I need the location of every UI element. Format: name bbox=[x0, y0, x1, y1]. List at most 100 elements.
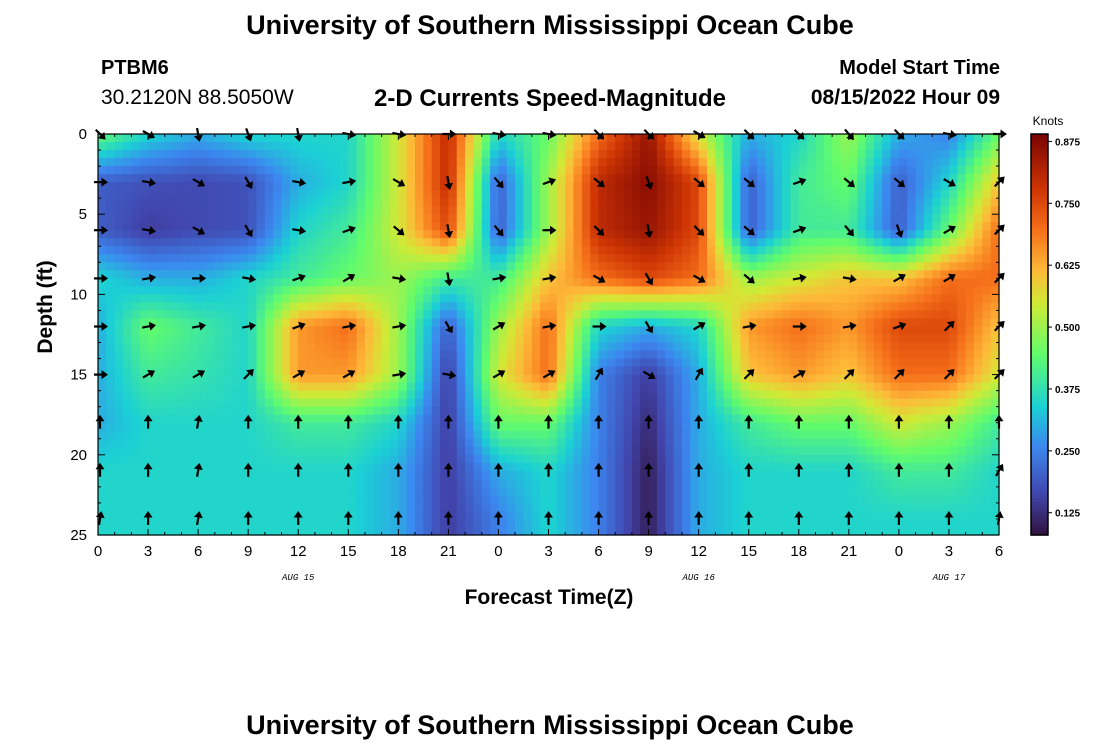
heatmap-cell bbox=[698, 454, 708, 464]
heatmap-cell bbox=[415, 302, 424, 312]
heatmap-cell bbox=[656, 478, 666, 488]
heatmap-cell bbox=[206, 134, 216, 143]
heatmap-cell bbox=[348, 390, 358, 400]
heatmap-cell bbox=[707, 430, 716, 440]
heatmap-cell bbox=[848, 302, 858, 312]
heatmap-cell bbox=[590, 342, 600, 352]
heatmap-cell bbox=[707, 222, 716, 231]
heatmap-cell bbox=[790, 158, 800, 167]
heatmap-cell bbox=[181, 502, 191, 512]
heatmap-cell bbox=[932, 270, 942, 279]
heatmap-cell bbox=[214, 334, 224, 344]
heatmap-cell bbox=[456, 430, 466, 440]
heatmap-cell bbox=[707, 238, 716, 247]
heatmap-cell bbox=[723, 446, 733, 456]
heatmap-cell bbox=[456, 166, 466, 175]
heatmap-cell bbox=[231, 398, 241, 408]
heatmap-cell bbox=[923, 150, 933, 159]
heatmap-cell bbox=[181, 406, 191, 416]
heatmap-cell bbox=[606, 262, 616, 271]
heatmap-cell bbox=[114, 358, 124, 368]
heatmap-cell bbox=[815, 174, 825, 183]
heatmap-cell bbox=[506, 382, 516, 392]
heatmap-cell bbox=[940, 286, 950, 295]
heatmap-cell bbox=[765, 358, 775, 368]
heatmap-cell bbox=[314, 286, 324, 295]
heatmap-cell bbox=[306, 206, 316, 215]
heatmap-cell bbox=[281, 374, 291, 384]
heatmap-cell bbox=[306, 286, 316, 295]
heatmap-cell bbox=[423, 158, 433, 167]
heatmap-cell bbox=[898, 462, 908, 472]
heatmap-cell bbox=[181, 326, 191, 336]
heatmap-cell bbox=[364, 342, 374, 352]
heatmap-cell bbox=[581, 158, 591, 167]
heatmap-cell bbox=[540, 310, 550, 320]
heatmap-cell bbox=[715, 278, 725, 287]
heatmap-cell bbox=[531, 406, 541, 416]
heatmap-cell bbox=[765, 478, 775, 488]
heatmap-cell bbox=[548, 142, 558, 151]
heatmap-cell bbox=[556, 206, 566, 215]
heatmap-cell bbox=[581, 318, 591, 328]
heatmap-cell bbox=[598, 470, 608, 480]
heatmap-cell bbox=[448, 166, 458, 175]
heatmap-cell bbox=[364, 446, 374, 456]
heatmap-cell bbox=[339, 134, 349, 143]
heatmap-cell bbox=[940, 198, 950, 207]
heatmap-cell bbox=[440, 230, 449, 239]
heatmap-cell bbox=[239, 366, 249, 376]
heatmap-cell bbox=[832, 190, 842, 199]
heatmap-cell bbox=[915, 438, 925, 448]
heatmap-cell bbox=[782, 294, 792, 304]
heatmap-cell bbox=[882, 406, 892, 416]
heatmap-cell bbox=[890, 486, 900, 496]
heatmap-cell bbox=[907, 446, 917, 456]
heatmap-cell bbox=[164, 462, 174, 472]
heatmap-cell bbox=[131, 318, 141, 328]
heatmap-cell bbox=[732, 142, 741, 151]
heatmap-cell bbox=[715, 438, 725, 448]
heatmap-cell bbox=[623, 374, 633, 384]
heatmap-cell bbox=[815, 246, 825, 255]
heatmap-cell bbox=[923, 214, 933, 223]
heatmap-cell bbox=[573, 334, 583, 344]
heatmap-cell bbox=[506, 462, 516, 472]
heatmap-cell bbox=[223, 294, 233, 304]
heatmap-cell bbox=[681, 318, 691, 328]
heatmap-cell bbox=[415, 270, 424, 279]
heatmap-cell bbox=[940, 294, 950, 304]
heatmap-cell bbox=[148, 190, 157, 199]
heatmap-cell bbox=[323, 230, 333, 239]
heatmap-cell bbox=[823, 134, 833, 143]
heatmap-cell bbox=[106, 478, 116, 488]
heatmap-cell bbox=[882, 198, 892, 207]
heatmap-cell bbox=[832, 134, 842, 143]
heatmap-cell bbox=[339, 310, 349, 320]
heatmap-cell bbox=[798, 374, 808, 384]
heatmap-cell bbox=[565, 150, 575, 159]
heatmap-cell bbox=[640, 350, 650, 360]
heatmap-cell bbox=[598, 454, 608, 464]
heatmap-cell bbox=[465, 230, 475, 239]
heatmap-cell bbox=[982, 262, 992, 271]
heatmap-cell bbox=[431, 406, 441, 416]
heatmap-cell bbox=[273, 246, 283, 255]
heatmap-cell bbox=[623, 214, 633, 223]
heatmap-cell bbox=[156, 366, 166, 376]
heatmap-cell bbox=[198, 470, 208, 480]
heatmap-cell bbox=[556, 334, 566, 344]
heatmap-cell bbox=[456, 438, 466, 448]
heatmap-cell bbox=[231, 334, 241, 344]
heatmap-cell bbox=[640, 150, 650, 159]
heatmap-cell bbox=[248, 158, 258, 167]
heatmap-cell bbox=[990, 134, 1000, 143]
heatmap-cell bbox=[698, 326, 708, 336]
heatmap-cell bbox=[306, 406, 316, 416]
heatmap-cell bbox=[490, 150, 500, 159]
heatmap-cell bbox=[915, 334, 925, 344]
heatmap-cell bbox=[98, 326, 107, 336]
heatmap-cell bbox=[765, 182, 775, 191]
heatmap-cell bbox=[857, 326, 867, 336]
heatmap-cell bbox=[465, 374, 475, 384]
